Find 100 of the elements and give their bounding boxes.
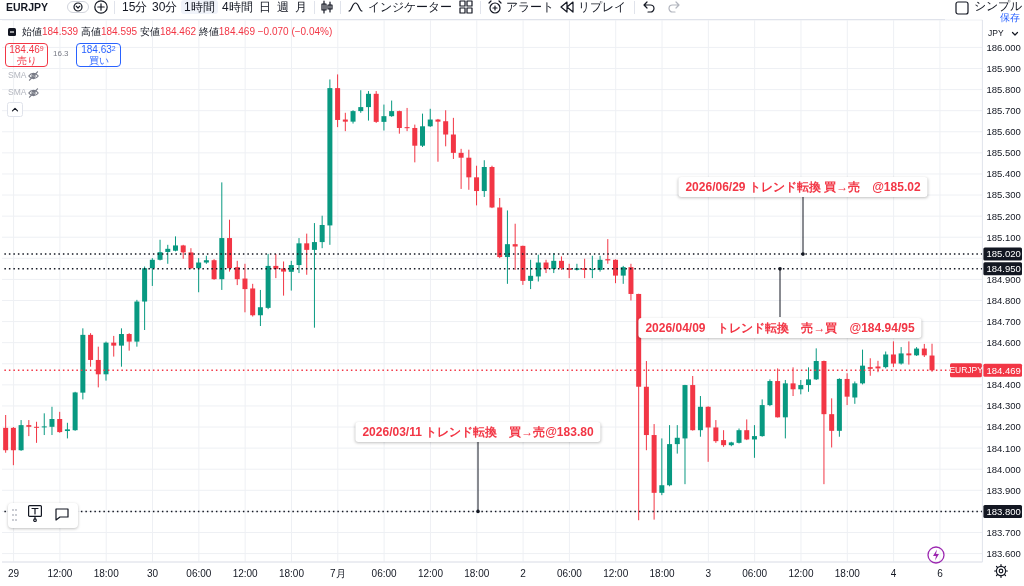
candlestick (744, 418, 750, 441)
ref-line-label: 184.950 (986, 263, 1021, 275)
candlestick (288, 260, 294, 292)
y-tick-label: 183.700 (986, 526, 1021, 538)
text: JPY (988, 28, 1004, 39)
candlestick (234, 260, 240, 286)
x-tick-label: 06:00 (371, 568, 398, 579)
text: EURJPY (6, 0, 49, 14)
y-tick-label: 185.300 (986, 189, 1021, 201)
candlestick (188, 247, 194, 270)
candlestick (443, 109, 449, 147)
x-tick-label: 12:00 (47, 568, 73, 579)
x-tick-label: 06:00 (742, 568, 768, 579)
text: 30分 (152, 0, 178, 14)
candlestick (381, 104, 387, 132)
candlestick (813, 347, 819, 381)
text: シンプル (974, 0, 1022, 13)
candlestick (551, 252, 557, 274)
candlestick (659, 437, 665, 496)
y-tick-label: 184.800 (986, 294, 1021, 306)
candlestick (296, 237, 302, 274)
y-tick-label: 184.600 (986, 337, 1021, 349)
x-tick-label: 18:00 (649, 568, 675, 579)
candlestick (466, 149, 472, 191)
candlestick (450, 117, 456, 160)
annotation: SMA (8, 70, 27, 81)
candlestick (860, 349, 866, 385)
candlestick (713, 419, 719, 444)
candlestick (474, 165, 480, 206)
candlestick (111, 335, 117, 358)
candlestick (890, 340, 896, 368)
annotation: 2026/04/09 トレンド転換 売→買 @184.94/95 (638, 318, 922, 338)
y-tick-label: 184.000 (986, 463, 1021, 475)
candlestick (342, 112, 348, 132)
annotation: 売り (16, 55, 37, 66)
candlestick (281, 260, 287, 297)
x-tick-label: 12:00 (788, 568, 814, 579)
candlestick (34, 421, 40, 444)
candlestick (118, 327, 124, 368)
candlestick (311, 222, 317, 329)
y-tick-label: 184.300 (986, 400, 1021, 412)
candlestick (582, 258, 588, 279)
candlestick (242, 263, 248, 313)
candlestick (319, 215, 325, 249)
x-tick-label: 18:00 (834, 568, 861, 579)
candlestick (57, 411, 63, 434)
y-tick-label: 183.900 (986, 484, 1021, 496)
x-tick-label: 18:00 (464, 568, 490, 579)
x-tick-label: 3 (705, 568, 712, 579)
candlestick (412, 124, 418, 163)
y-tick-label: 185.500 (986, 147, 1021, 159)
y-tick-label: 184.200 (986, 421, 1021, 433)
candlestick (906, 340, 912, 366)
candlestick (705, 405, 711, 463)
candlestick (3, 414, 9, 454)
text: 15分 (122, 0, 148, 14)
x-tick-label: 29 (8, 568, 20, 579)
x-tick-label: 6 (937, 568, 944, 579)
candlestick (49, 406, 55, 436)
x-tick-label: 12:00 (417, 568, 444, 579)
candlestick (458, 148, 464, 190)
ref-line-label: 184.469 (986, 364, 1021, 376)
candlestick (257, 289, 263, 327)
y-tick-label: 185.200 (986, 210, 1021, 222)
annotation: 2026/03/11 トレンド転換 買→売@183.80 (355, 422, 601, 442)
y-tick-label: 185.800 (986, 84, 1021, 95)
annotation: 16.3 (53, 49, 69, 59)
x-tick-label: 7月 (330, 568, 346, 579)
annotation: 2026/06/29 トレンド転換 買→売 @185.02 (678, 177, 928, 197)
y-tick-label: 185.900 (986, 62, 1021, 74)
candlestick (365, 90, 371, 122)
x-tick-label: 06:00 (556, 568, 583, 579)
candlestick (613, 258, 619, 284)
x-tick-label: 2 (520, 568, 527, 579)
y-tick-label: 184.400 (986, 379, 1021, 391)
y-tick-label: 185.400 (986, 168, 1021, 180)
annotation: 184.63$^{2}$ (81, 44, 116, 55)
x-tick-label: 18:00 (93, 568, 120, 579)
candlestick (149, 257, 155, 287)
text: アラート (506, 0, 554, 14)
annotation: SMA (8, 87, 27, 98)
y-tick-label: 185.100 (986, 231, 1021, 243)
candlestick (852, 380, 858, 405)
candlestick (844, 372, 850, 406)
text: 4時間 (222, 0, 253, 14)
candlestick (435, 118, 441, 163)
candlestick (806, 366, 812, 393)
candlestick (10, 426, 16, 466)
x-tick-label: 30 (146, 568, 159, 579)
candlestick (358, 89, 364, 114)
candlestick (512, 223, 518, 271)
candlestick (41, 412, 47, 436)
text: 1時間 (181, 0, 218, 14)
candlestick (697, 395, 703, 438)
y-tick-label: 184.900 (986, 273, 1021, 285)
y-tick-label: 185.600 (986, 126, 1021, 138)
text: 週 (277, 0, 289, 14)
y-tick-label: 186.000 (986, 41, 1021, 53)
ref-line-label: 185.020 (986, 248, 1021, 260)
text: 保存 (1000, 12, 1020, 23)
